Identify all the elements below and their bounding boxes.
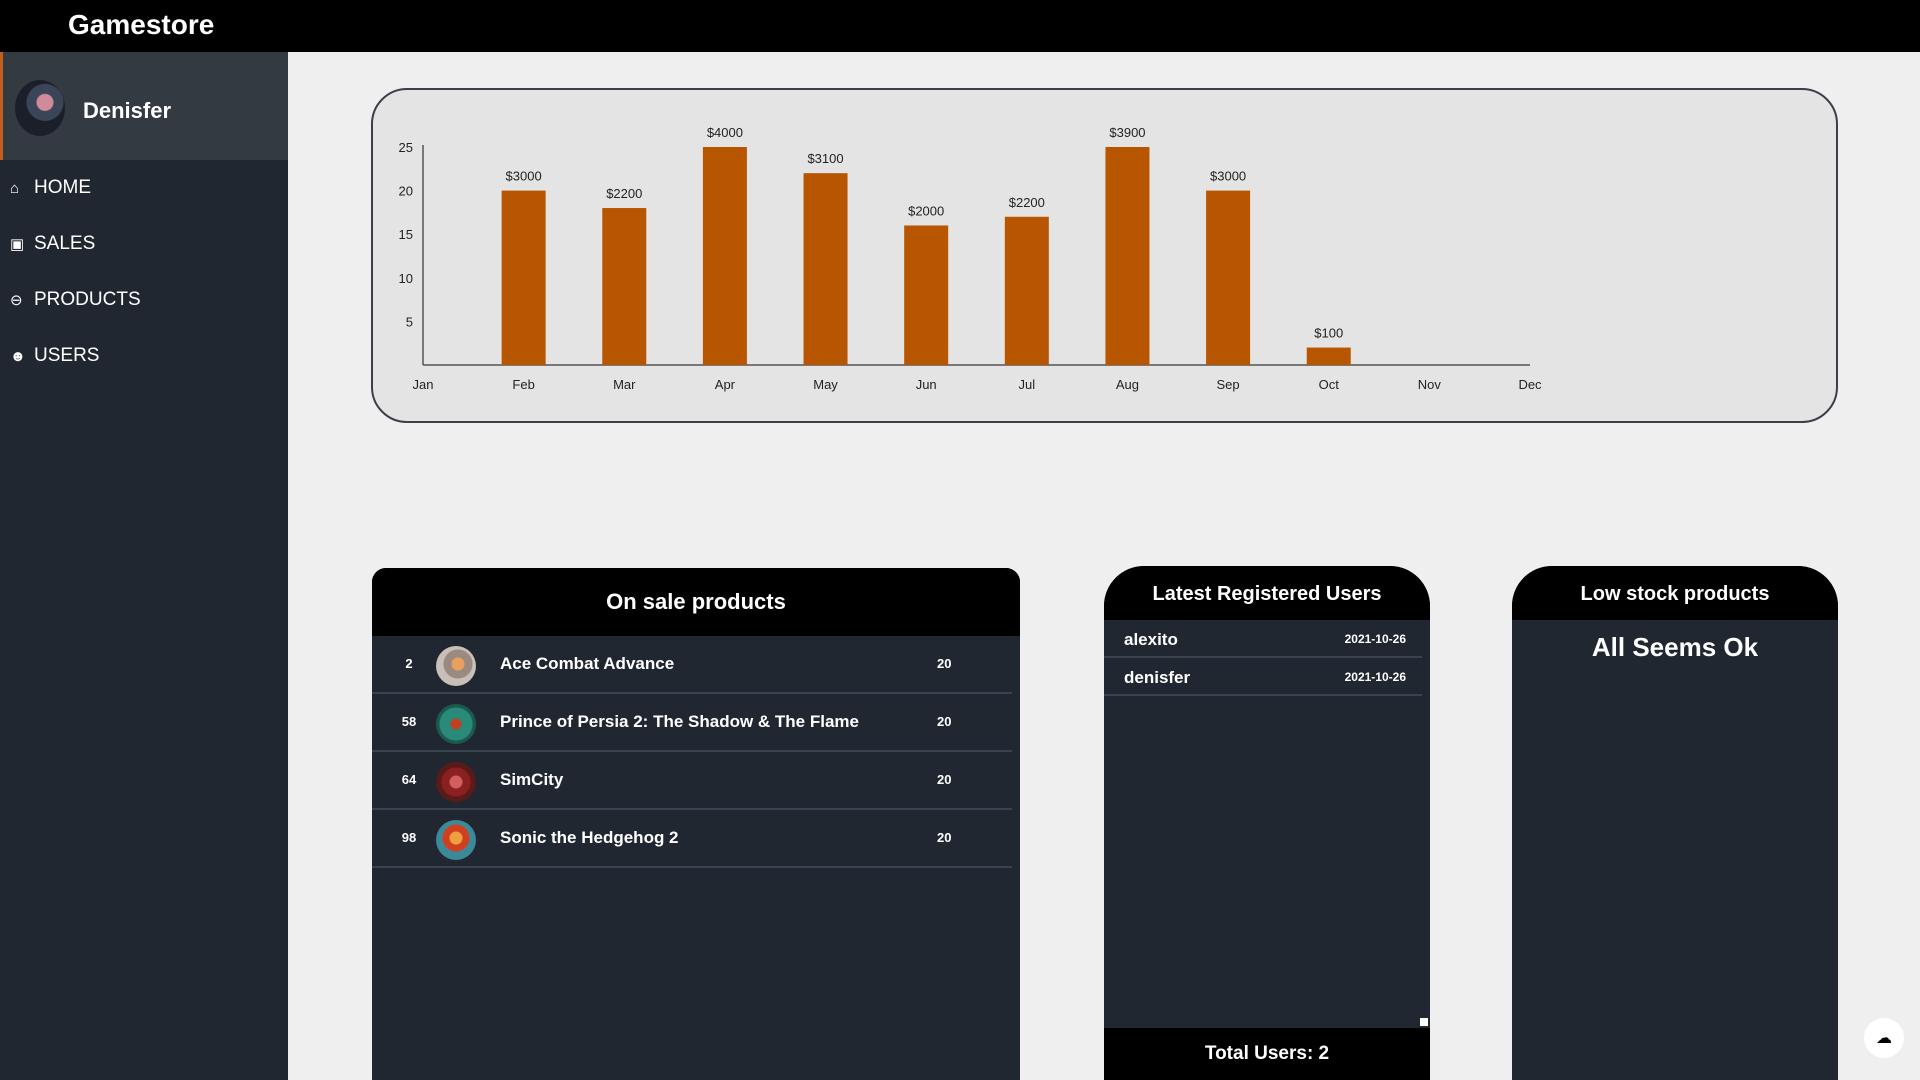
y-tick-label: 5 [406, 314, 413, 329]
product-id: 64 [401, 772, 417, 787]
data-label: $4000 [707, 125, 743, 140]
home-icon: ⌂ [10, 179, 20, 197]
sales-chart-card: 5 10 15 20 25 Jan $3000 Feb $2200 Mar $4000 Apr $310… [371, 88, 1838, 423]
latest-users-title: Latest Registered Users [1104, 566, 1430, 620]
product-thumbnail [436, 762, 476, 802]
x-tick-label: Dec [1518, 377, 1542, 392]
low-stock-message: All Seems Ok [1591, 632, 1759, 662]
bar [1206, 190, 1251, 365]
app-title[interactable]: Gamestore [68, 9, 215, 40]
user-date: 2021-10-26 [1344, 632, 1406, 646]
y-tick-label: 25 [399, 140, 413, 155]
avatar [15, 80, 65, 136]
x-tick-label: Jan [413, 377, 434, 392]
chat-button[interactable]: ☁ [1864, 1018, 1904, 1058]
x-tick-label: May [813, 377, 838, 392]
x-tick-label: Oct [1319, 377, 1340, 392]
data-label: $100 [1314, 326, 1343, 341]
product-name: Ace Combat Advance [500, 654, 675, 673]
bar [1004, 216, 1049, 365]
on-sale-title: On sale products [372, 568, 1020, 636]
x-tick-label: Jun [916, 377, 937, 392]
nav-item-label: HOME [34, 177, 91, 198]
x-tick-label: Aug [1116, 377, 1139, 392]
table-row[interactable]: 98 Sonic the Hedgehog 2 20 [372, 810, 1012, 868]
profile-card[interactable]: Denisfer [0, 52, 288, 160]
bar [1306, 347, 1351, 365]
data-label: $2000 [908, 203, 944, 218]
product-stock: 20 [937, 772, 952, 787]
bar [602, 208, 647, 365]
y-tick-label: 20 [399, 184, 413, 199]
x-tick-label: Jul [1019, 377, 1036, 392]
scroll-handle[interactable] [1420, 1018, 1428, 1026]
list-item[interactable]: denisfer 2021-10-26 [1104, 658, 1422, 696]
nav-item-products[interactable]: ⊖ PRODUCTS [10, 282, 141, 318]
product-stock: 20 [937, 830, 952, 845]
low-stock-title: Low stock products [1512, 566, 1838, 620]
low-stock-panel: Low stock products All Seems Ok [1512, 566, 1838, 1080]
user-name: denisfer [1124, 668, 1191, 687]
product-thumbnail [436, 646, 476, 686]
profile-name: Denisfer [83, 98, 172, 123]
bar [702, 147, 747, 365]
product-thumbnail [436, 820, 476, 860]
table-row[interactable]: 58 Prince of Persia 2: The Shadow & The … [372, 694, 1012, 752]
data-label: $2200 [606, 186, 642, 201]
x-tick-label: Nov [1418, 377, 1442, 392]
product-name: Sonic the Hedgehog 2 [500, 828, 679, 847]
nav-item-label: SALES [34, 233, 96, 254]
x-tick-label: Apr [715, 377, 736, 392]
product-name: SimCity [500, 770, 564, 789]
gamepad-icon: ⊖ [10, 292, 23, 309]
product-id: 98 [401, 830, 417, 845]
data-label: $2200 [1009, 195, 1045, 210]
y-tick-label: 15 [399, 227, 413, 242]
user-date: 2021-10-26 [1344, 670, 1406, 684]
nav-item-label: USERS [34, 345, 100, 366]
x-tick-label: Sep [1217, 377, 1240, 392]
money-icon: ▣ [10, 236, 25, 253]
table-row[interactable]: 2 Ace Combat Advance 20 [372, 636, 1012, 694]
user-name: alexito [1124, 630, 1178, 649]
nav-item-users[interactable]: ☻ USERS [10, 338, 99, 374]
bar [904, 225, 949, 365]
data-label: $3000 [506, 169, 542, 184]
list-item[interactable]: alexito 2021-10-26 [1104, 620, 1422, 658]
users-icon: ☻ [10, 347, 26, 365]
bar [803, 173, 848, 365]
top-bar: Gamestore [0, 0, 1920, 52]
product-stock: 20 [937, 714, 952, 729]
data-label: $3000 [1210, 169, 1246, 184]
on-sale-panel: On sale products 2 Ace Combat Advance 20… [372, 568, 1020, 1080]
table-row[interactable]: 64 SimCity 20 [372, 752, 1012, 810]
nav-item-label: PRODUCTS [34, 289, 141, 310]
nav-item-home[interactable]: ⌂ HOME [10, 170, 91, 206]
cloud-icon: ☁ [1876, 1030, 1892, 1047]
bar [501, 190, 546, 365]
sidebar: Denisfer ⌂ HOME ▣ SALES ⊖ PRODUCTS ☻ USE… [0, 52, 288, 1080]
nav-item-sales[interactable]: ▣ SALES [10, 226, 95, 262]
product-id: 58 [401, 714, 417, 729]
x-tick-label: Mar [613, 377, 636, 392]
product-stock: 20 [937, 656, 952, 671]
total-users: Total Users: 2 [1104, 1028, 1430, 1080]
product-id: 2 [405, 656, 413, 671]
latest-users-panel: Latest Registered Users alexito 2021-10-… [1104, 566, 1430, 1080]
sales-chart: 5 10 15 20 25 Jan $3000 Feb $2200 Mar $4000 Apr $310… [399, 125, 1543, 392]
data-label: $3100 [807, 151, 843, 166]
product-name: Prince of Persia 2: The Shadow & The Fla… [500, 712, 859, 731]
bar [1105, 147, 1150, 365]
y-tick-label: 10 [399, 271, 413, 286]
product-thumbnail [436, 704, 476, 744]
data-label: $3900 [1109, 125, 1145, 140]
x-tick-label: Feb [512, 377, 534, 392]
